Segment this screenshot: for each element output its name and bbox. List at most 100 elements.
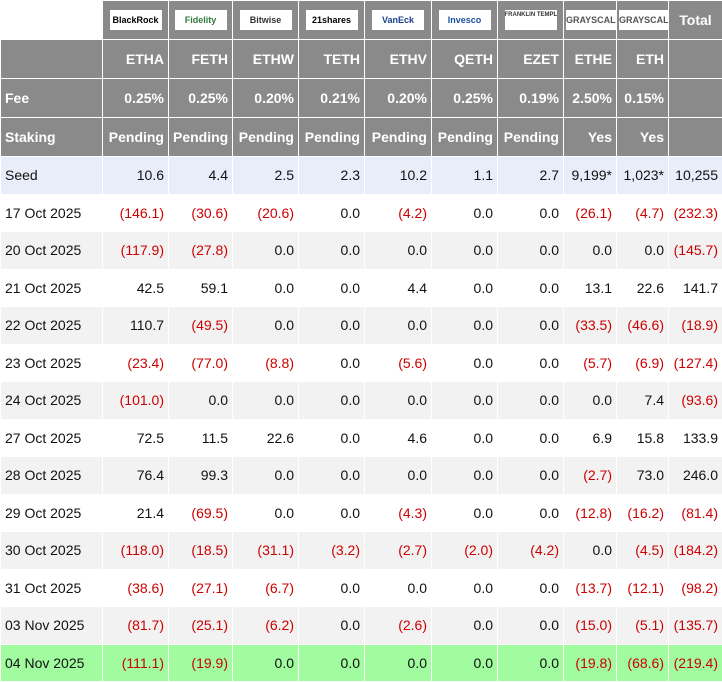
row-label: 23 Oct 2025 xyxy=(1,344,103,382)
flow-value: (49.5) xyxy=(169,307,233,345)
flow-value: 10.6 xyxy=(103,157,169,195)
row-label: 27 Oct 2025 xyxy=(1,419,103,457)
staking-value: Pending xyxy=(299,118,365,157)
staking-value: Pending xyxy=(498,118,564,157)
fee-value: 0.20% xyxy=(365,79,432,118)
flow-value: (68.6) xyxy=(617,644,669,682)
flow-value: 2.5 xyxy=(233,157,299,195)
fee-value: 0.25% xyxy=(169,79,233,118)
blank-cell xyxy=(669,118,722,157)
flow-value: (46.6) xyxy=(617,307,669,345)
flow-value: 0.0 xyxy=(432,307,498,345)
flow-value: 0.0 xyxy=(432,569,498,607)
logo-cell: GRAYSCALE xyxy=(564,1,617,40)
flow-value: 4.4 xyxy=(169,157,233,195)
flow-value: 0.0 xyxy=(432,419,498,457)
flow-value: 0.0 xyxy=(617,232,669,270)
flow-value: 1.1 xyxy=(432,157,498,195)
flow-value: (33.5) xyxy=(564,307,617,345)
flow-value: (4.5) xyxy=(617,532,669,570)
row-label: 31 Oct 2025 xyxy=(1,569,103,607)
flow-value: 22.6 xyxy=(233,419,299,457)
ticker: EZET xyxy=(498,40,564,79)
total-value: (135.7) xyxy=(669,607,722,645)
flow-value: (16.2) xyxy=(617,494,669,532)
flow-value: 0.0 xyxy=(365,307,432,345)
total-header: Total xyxy=(669,1,722,40)
flow-value: 0.0 xyxy=(432,344,498,382)
flow-value: 0.0 xyxy=(299,419,365,457)
staking-value: Pending xyxy=(432,118,498,157)
flow-value: 0.0 xyxy=(299,569,365,607)
total-value: (98.2) xyxy=(669,569,722,607)
flow-value: 0.0 xyxy=(498,344,564,382)
flow-value: 0.0 xyxy=(299,494,365,532)
flow-value: 0.0 xyxy=(233,269,299,307)
flow-value: (81.7) xyxy=(103,607,169,645)
staking-value: Pending xyxy=(169,118,233,157)
flow-value: 0.0 xyxy=(498,194,564,232)
flow-value: (4.2) xyxy=(365,194,432,232)
total-value: (145.7) xyxy=(669,232,722,270)
blank-cell xyxy=(669,79,722,118)
issuer-logo: Bitwise xyxy=(240,10,292,30)
flow-value: 0.0 xyxy=(233,457,299,495)
flow-value: 0.0 xyxy=(564,382,617,420)
logo-cell: Bitwise xyxy=(233,1,299,40)
flow-row: 30 Oct 2025(118.0)(18.5)(31.1)(3.2)(2.7)… xyxy=(1,532,722,570)
flow-value: 0.0 xyxy=(498,644,564,682)
row-label: 28 Oct 2025 xyxy=(1,457,103,495)
total-value: (18.9) xyxy=(669,307,722,345)
flow-value: 0.0 xyxy=(498,494,564,532)
flow-value: 72.5 xyxy=(103,419,169,457)
flow-value: (111.1) xyxy=(103,644,169,682)
staking-value: Pending xyxy=(233,118,299,157)
flow-value: (3.2) xyxy=(299,532,365,570)
flow-value: 99.3 xyxy=(169,457,233,495)
logo-cell: GRAYSCALE xyxy=(617,1,669,40)
flow-value: 0.0 xyxy=(432,457,498,495)
staking-value: Pending xyxy=(103,118,169,157)
flow-value: 2.3 xyxy=(299,157,365,195)
flow-value: 6.9 xyxy=(564,419,617,457)
blank-cell xyxy=(1,40,103,79)
issuer-logo: BlackRock xyxy=(110,10,162,30)
issuer-logo: GRAYSCALE xyxy=(619,10,669,30)
flow-value: 0.0 xyxy=(432,494,498,532)
flow-value: 0.0 xyxy=(233,232,299,270)
flow-value: (77.0) xyxy=(169,344,233,382)
flow-value: 73.0 xyxy=(617,457,669,495)
logo-cell: BlackRock xyxy=(103,1,169,40)
issuer-logo: GRAYSCALE xyxy=(566,10,617,30)
flow-value: (19.9) xyxy=(169,644,233,682)
flow-value: 10.2 xyxy=(365,157,432,195)
corner-cell xyxy=(1,1,103,40)
flow-value: (101.0) xyxy=(103,382,169,420)
flow-value: 0.0 xyxy=(299,457,365,495)
flow-value: (19.8) xyxy=(564,644,617,682)
flow-value: 0.0 xyxy=(299,232,365,270)
flow-value: 0.0 xyxy=(299,382,365,420)
flow-value: (18.5) xyxy=(169,532,233,570)
flow-value: (12.8) xyxy=(564,494,617,532)
flow-value: 42.5 xyxy=(103,269,169,307)
flow-value: 0.0 xyxy=(564,532,617,570)
fee-value: 0.20% xyxy=(233,79,299,118)
flow-value: 0.0 xyxy=(564,232,617,270)
row-label: 21 Oct 2025 xyxy=(1,269,103,307)
flow-value: 0.0 xyxy=(299,344,365,382)
flow-value: 0.0 xyxy=(498,382,564,420)
ticker: ETHA xyxy=(103,40,169,79)
ticker: ETHE xyxy=(564,40,617,79)
flow-value: 0.0 xyxy=(432,644,498,682)
flow-value: 0.0 xyxy=(432,382,498,420)
row-label: Fee xyxy=(1,79,103,118)
flow-value: 0.0 xyxy=(498,307,564,345)
